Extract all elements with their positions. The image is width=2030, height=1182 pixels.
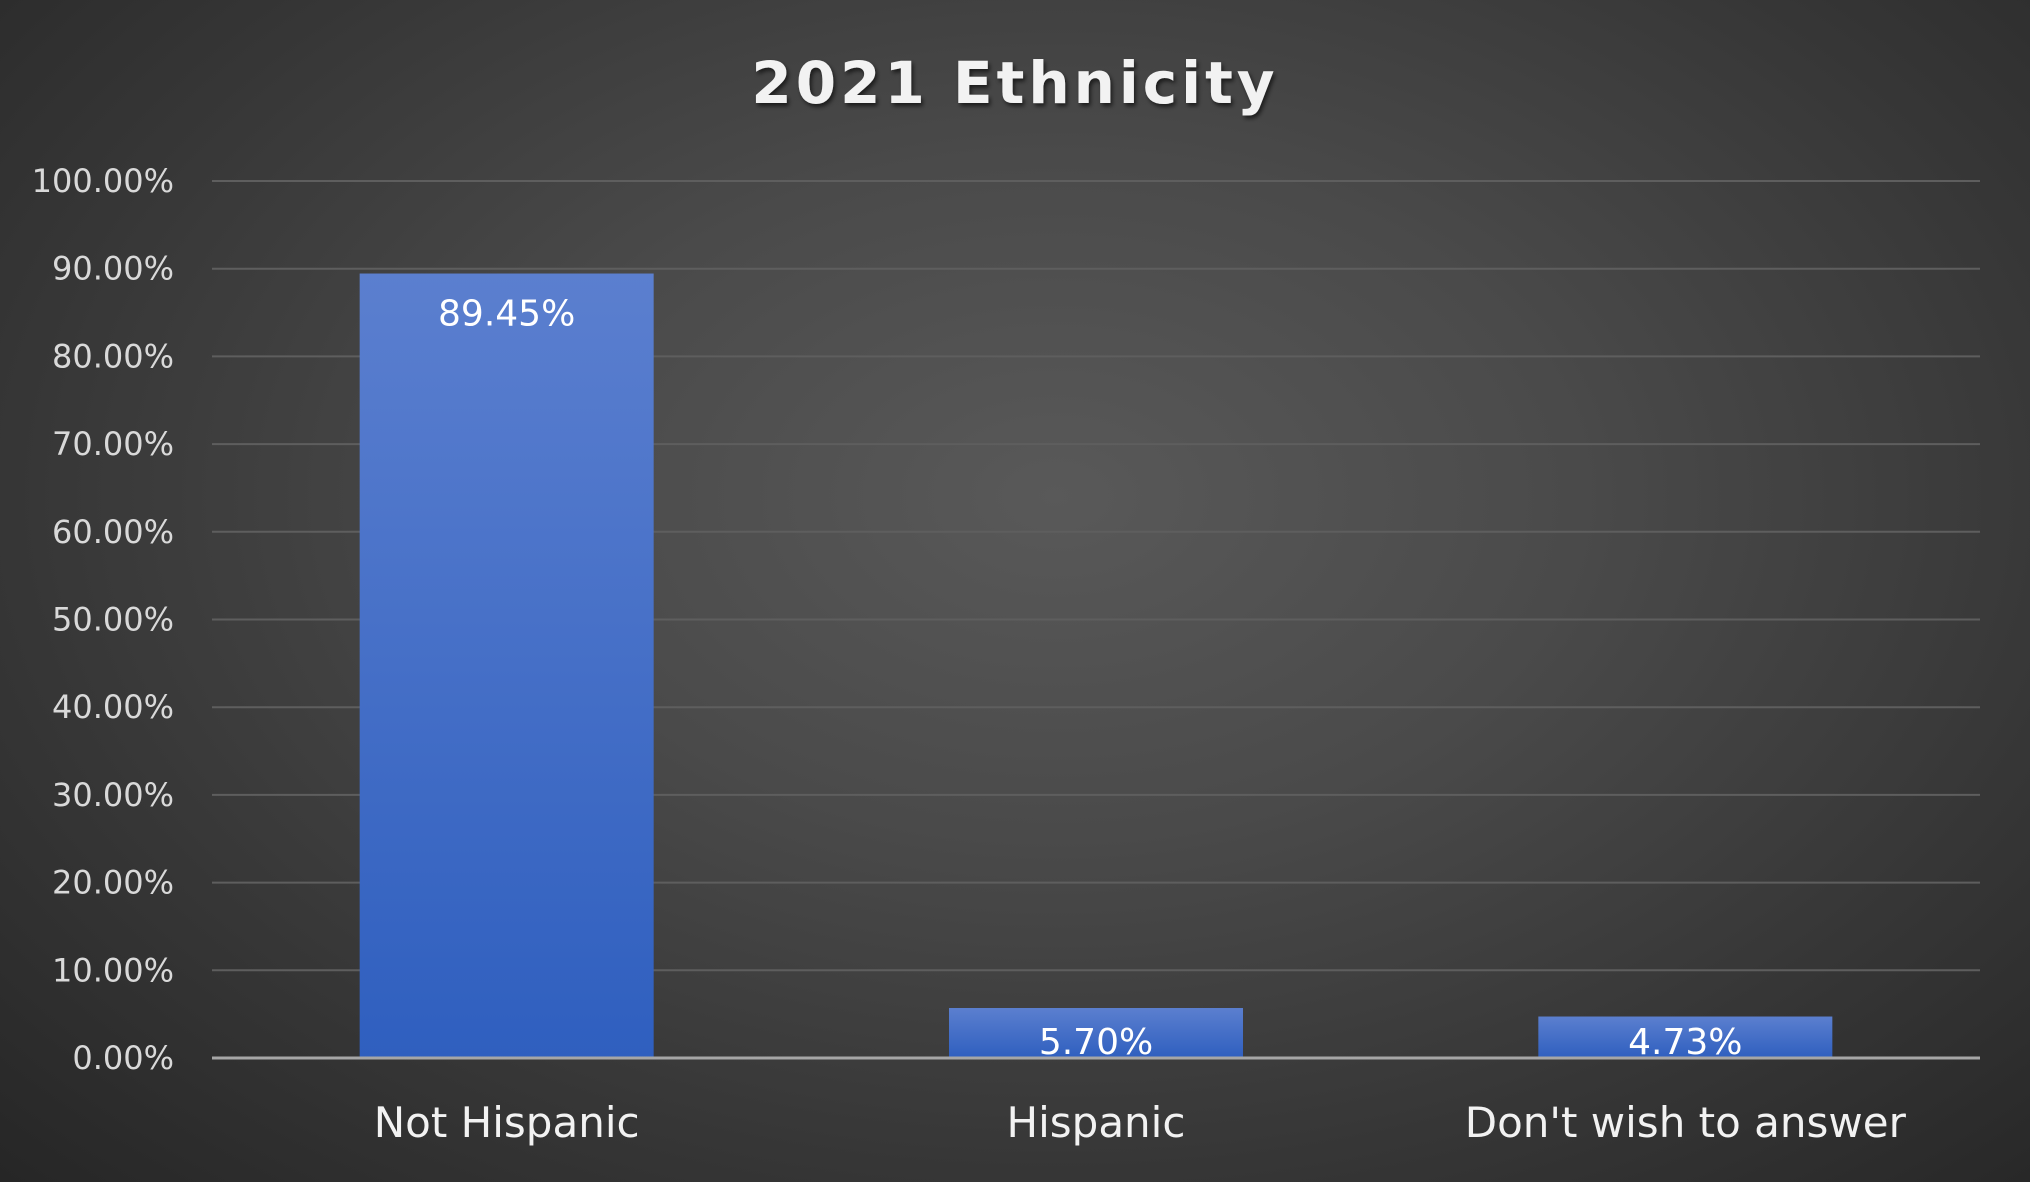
data-label: 89.45% bbox=[438, 294, 575, 335]
y-tick-label: 20.00% bbox=[52, 864, 174, 902]
y-tick-label: 60.00% bbox=[52, 513, 174, 551]
bars bbox=[359, 273, 1833, 1058]
y-axis-ticks: 0.00% 10.00% 20.00% 30.00% 40.00% 50.00% 60.00… bbox=[32, 162, 174, 1077]
y-tick-label: 50.00% bbox=[52, 601, 174, 639]
y-tick-label: 100.00% bbox=[32, 162, 174, 200]
y-tick-label: 0.00% bbox=[72, 1039, 174, 1077]
y-tick-label: 30.00% bbox=[52, 776, 174, 814]
x-tick-label: Hispanic bbox=[1007, 1098, 1186, 1147]
bar bbox=[1538, 1016, 1833, 1058]
y-tick-label: 90.00% bbox=[52, 250, 174, 288]
bar bbox=[949, 1008, 1243, 1058]
y-tick-label: 70.00% bbox=[52, 425, 174, 463]
data-labels: 89.45% 5.70% 4.73% bbox=[438, 294, 1742, 1063]
bar bbox=[359, 273, 654, 1058]
y-tick-label: 10.00% bbox=[52, 951, 174, 989]
x-tick-label: Don't wish to answer bbox=[1465, 1098, 1907, 1147]
data-label: 4.73% bbox=[1628, 1022, 1742, 1063]
chart-title: 2021 Ethnicity bbox=[751, 49, 1278, 117]
x-axis-ticks: Not Hispanic Hispanic Don't wish to answer bbox=[374, 1098, 1907, 1147]
y-tick-label: 40.00% bbox=[52, 688, 174, 726]
data-label: 5.70% bbox=[1039, 1022, 1153, 1063]
x-tick-label: Not Hispanic bbox=[374, 1098, 640, 1147]
y-tick-label: 80.00% bbox=[52, 337, 174, 375]
